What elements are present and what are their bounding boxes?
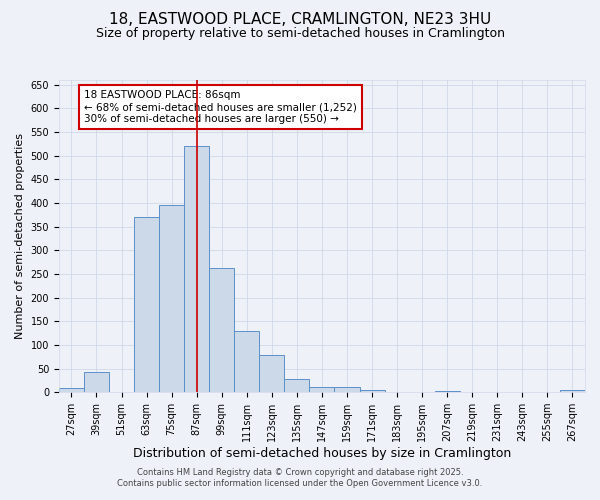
X-axis label: Distribution of semi-detached houses by size in Cramlington: Distribution of semi-detached houses by … (133, 447, 511, 460)
Text: Size of property relative to semi-detached houses in Cramlington: Size of property relative to semi-detach… (95, 28, 505, 40)
Bar (334, 388, 359, 392)
Bar (184, 146, 209, 392)
Bar (159, 206, 184, 392)
Bar (84, 372, 109, 392)
Y-axis label: Number of semi-detached properties: Number of semi-detached properties (15, 133, 25, 339)
Text: 18 EASTWOOD PLACE: 86sqm
← 68% of semi-detached houses are smaller (1,252)
30% o: 18 EASTWOOD PLACE: 86sqm ← 68% of semi-d… (84, 90, 357, 124)
Bar (59, 388, 84, 392)
Bar (359, 390, 385, 392)
Bar (134, 217, 159, 392)
Bar (434, 391, 460, 392)
Bar (560, 390, 585, 392)
Bar (209, 268, 234, 392)
Bar (259, 356, 284, 392)
Text: 18, EASTWOOD PLACE, CRAMLINGTON, NE23 3HU: 18, EASTWOOD PLACE, CRAMLINGTON, NE23 3H… (109, 12, 491, 28)
Text: Contains HM Land Registry data © Crown copyright and database right 2025.
Contai: Contains HM Land Registry data © Crown c… (118, 468, 482, 487)
Bar (284, 379, 310, 392)
Bar (234, 330, 259, 392)
Bar (310, 386, 334, 392)
